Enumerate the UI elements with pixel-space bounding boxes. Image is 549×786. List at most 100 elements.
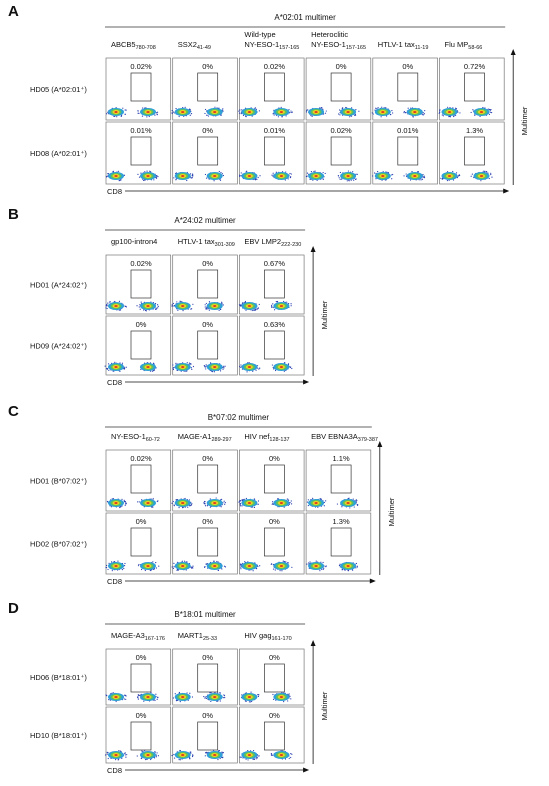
peptide-range: 161-170 [272, 636, 292, 642]
event-dot [354, 178, 357, 180]
peptide-name: ABCB5 [111, 40, 136, 49]
event-dot [345, 106, 347, 109]
panel-letter: C [8, 403, 19, 420]
event-dot [341, 506, 343, 508]
event-dot [322, 561, 324, 564]
event-dot [155, 693, 157, 695]
frequency: 0% [202, 653, 213, 662]
event-dot [217, 561, 219, 563]
event-dot [114, 115, 116, 117]
event-dot [172, 302, 174, 305]
event-dot [156, 752, 158, 754]
event-dot [253, 758, 255, 761]
event-dot [374, 109, 376, 111]
event-dot [221, 301, 223, 303]
flow-plot: 0% [171, 449, 238, 512]
event-dot [206, 308, 208, 310]
event-dot [323, 567, 325, 569]
event-dot [250, 691, 252, 693]
event-dot [190, 367, 192, 369]
event-dot [271, 174, 273, 176]
event-dot [441, 114, 443, 116]
flow-plot: 1.3% [305, 512, 372, 575]
event-dot [420, 179, 422, 181]
event-dot [322, 568, 324, 570]
event-dot [219, 308, 221, 310]
event-dot [155, 112, 157, 114]
column-header: MAGE-A1289-297 [178, 432, 232, 443]
event-dot [288, 693, 290, 695]
event-dot [185, 569, 187, 571]
frequency: 1.1% [333, 454, 350, 463]
event-dot [254, 309, 256, 311]
density [146, 696, 150, 698]
event-dot [323, 505, 325, 507]
y-arrowhead [510, 49, 516, 55]
event-dot [258, 110, 260, 112]
event-dot [191, 696, 194, 698]
row-label: HD01 (A*24:02⁺) [30, 281, 87, 290]
event-dot [138, 563, 140, 566]
event-dot [270, 754, 273, 756]
density [346, 111, 350, 113]
event-dot [176, 369, 178, 372]
event-dot [484, 170, 486, 173]
event-dot [206, 562, 208, 565]
event-dot [192, 754, 194, 756]
event-dot [137, 112, 139, 114]
event-dot [314, 170, 316, 172]
flow-plot: 0% [305, 57, 372, 121]
event-dot [273, 309, 276, 311]
event-dot [155, 308, 158, 310]
event-dot [392, 173, 394, 176]
event-dot [224, 503, 226, 505]
event-dot [210, 700, 212, 703]
event-dot [246, 170, 248, 172]
event-dot [252, 370, 254, 372]
event-dot [282, 560, 284, 562]
event-dot [172, 567, 175, 569]
event-dot [242, 757, 244, 759]
event-dot [242, 302, 244, 304]
event-dot [455, 107, 457, 109]
event-dot [371, 175, 374, 177]
event-dot [171, 754, 173, 757]
event-dot [271, 364, 273, 366]
density [213, 502, 217, 504]
event-dot [118, 750, 120, 752]
gate [264, 663, 285, 693]
flow-plot: 0.72% [438, 57, 505, 121]
event-dot [124, 109, 126, 111]
event-dot [439, 110, 441, 112]
event-dot [171, 566, 173, 568]
column-prefix: Heteroclitic [311, 30, 348, 39]
event-dot [352, 498, 354, 500]
event-dot [173, 177, 175, 179]
event-dot [279, 570, 281, 572]
event-dot [151, 370, 154, 372]
x-axis-label: CD8 [107, 187, 122, 196]
event-dot [311, 115, 313, 118]
event-dot [141, 499, 143, 501]
event-dot [290, 111, 292, 114]
row-label: HD09 (A*24:02⁺) [30, 342, 87, 351]
event-dot [306, 563, 308, 565]
event-dot [123, 698, 125, 700]
y-arrowhead [310, 640, 316, 646]
peptide-range: 289-297 [211, 437, 231, 443]
event-dot [284, 758, 287, 760]
event-dot [173, 366, 175, 369]
density [247, 111, 251, 113]
frequency: 0.02% [330, 126, 352, 135]
event-dot [140, 757, 142, 760]
frequency: 0% [269, 454, 280, 463]
event-dot [136, 696, 139, 698]
event-dot [272, 568, 275, 570]
event-dot [222, 174, 225, 177]
event-dot [239, 365, 241, 368]
event-dot [338, 113, 340, 115]
event-dot [125, 756, 127, 758]
density [146, 366, 150, 368]
flow-plot: 0% [105, 512, 172, 575]
event-dot [172, 111, 175, 113]
